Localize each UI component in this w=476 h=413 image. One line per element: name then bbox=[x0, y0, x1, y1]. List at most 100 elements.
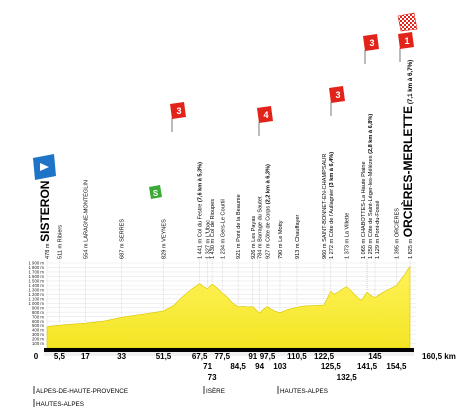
waypoint-label: 687 m SERRES bbox=[120, 219, 126, 259]
sprint-marker: S bbox=[149, 185, 162, 199]
y-tick-label: 1 000 m bbox=[28, 301, 44, 306]
sprint-flag bbox=[149, 185, 162, 199]
start-flag bbox=[33, 154, 56, 180]
waypoint-altitude: 790 m bbox=[278, 242, 284, 259]
waypoint-label: 927 m Côte de Corps (2,2 km à 6,3%) bbox=[266, 164, 272, 259]
waypoint-name: Gers-Le Courtil bbox=[220, 199, 226, 237]
km-label: 73 bbox=[208, 373, 217, 382]
y-tick-label: 1 600 m bbox=[28, 274, 44, 279]
region-label: HAUTES-ALPES bbox=[280, 388, 328, 395]
waypoint-altitude: 1 430 m bbox=[210, 237, 216, 259]
waypoint-name: Barrage du Sautet bbox=[258, 196, 264, 242]
start-arrow-icon bbox=[40, 163, 49, 171]
waypoint-name: LARAGNE-MONTÉGLIN bbox=[82, 180, 89, 242]
waypoint-name: Chauffayer bbox=[295, 214, 301, 241]
climb-category-marker: 3 bbox=[329, 86, 345, 116]
waypoint-name: Pont-du-Fossé bbox=[375, 201, 381, 238]
km-label: 51,5 bbox=[156, 352, 172, 361]
waypoint-name: Côte de Corps bbox=[266, 206, 272, 242]
waypoint-altitude: 927 m bbox=[266, 242, 272, 259]
y-tick-label: 1 200 m bbox=[28, 292, 44, 297]
y-tick-label: 200 m bbox=[32, 337, 44, 342]
y-axis-ticks: 1 900 m1 800 m1 700 m1 600 m1 500 m1 400… bbox=[28, 261, 44, 347]
y-tick-label: 1 700 m bbox=[28, 270, 44, 275]
waypoint-altitude: 1 395 m bbox=[394, 237, 400, 259]
waypoint-altitude: 1 234 m bbox=[220, 237, 226, 259]
waypoint-label: 960 m SAINT-BONNET-EN-CHAMPSAUR bbox=[322, 154, 328, 259]
climb-category-marker: 3 bbox=[363, 34, 379, 64]
waypoint-altitude: 829 m bbox=[161, 242, 167, 259]
marker-category: 4 bbox=[263, 110, 268, 120]
km-label: 71 bbox=[203, 362, 212, 371]
climb-category-marker: 4 bbox=[257, 106, 273, 136]
y-tick-label: 400 m bbox=[32, 328, 44, 333]
waypoint-altitude: 554 m bbox=[83, 242, 89, 259]
km-label: 145 bbox=[368, 352, 382, 361]
climb-category-marker: 1 bbox=[398, 32, 414, 62]
waypoint-name: Le Motty bbox=[278, 220, 284, 242]
y-tick-label: 500 m bbox=[32, 323, 44, 328]
y-tick-label: 100 m bbox=[32, 341, 44, 346]
marker-flag bbox=[363, 34, 379, 51]
waypoint-name: SAINT-BONNET-EN-CHAMPSAUR bbox=[322, 154, 328, 242]
marker-category: 3 bbox=[369, 38, 374, 48]
km-axis: 0 5,5 17 33 51,5 67,5 77,5 91 97,5 110,5 122,5 145 1… bbox=[34, 352, 456, 382]
km-label: 33 bbox=[117, 352, 126, 361]
waypoint-name: La Villette bbox=[345, 213, 351, 237]
waypoint-label: 921 m Pont de la Beaume bbox=[236, 194, 242, 259]
km-label: 0 bbox=[34, 352, 39, 361]
km-label: 122,5 bbox=[314, 352, 335, 361]
km-label: 77,5 bbox=[214, 352, 230, 361]
waypoint-label: 1 129 m Pont-du-Fossé bbox=[375, 201, 381, 259]
waypoint-label: 1 065 m CHABOTTES-La Haute Plaine bbox=[361, 161, 367, 259]
climb-markers: 3 4 3 3 1 S bbox=[33, 12, 418, 199]
waypoint-label: 913 m Chauffayer bbox=[295, 214, 301, 259]
y-tick-label: 1 800 m bbox=[28, 265, 44, 270]
y-tick-label: 600 m bbox=[32, 319, 44, 324]
waypoint-altitude: 1 250 m bbox=[368, 237, 374, 259]
km-label: 67,5 bbox=[192, 352, 208, 361]
profile-area bbox=[46, 265, 411, 349]
region-label: ISÈRE bbox=[206, 386, 225, 395]
waypoint-climb-detail: (3 km à 6,4%) bbox=[329, 152, 335, 189]
waypoint-name: Côte de l'Aullagnier bbox=[329, 189, 335, 237]
climb-category-marker: 3 bbox=[170, 102, 186, 132]
waypoint-altitude: 960 m bbox=[322, 242, 328, 259]
waypoint-climb-detail: (2,8 km à 6,8%) bbox=[368, 114, 374, 156]
waypoint-altitude: 1 065 m bbox=[361, 237, 367, 259]
km-label: 132,5 bbox=[337, 373, 358, 382]
waypoint-name: Col de Rioupes bbox=[210, 199, 216, 237]
waypoint-label: 1 327 m L'Ubac bbox=[206, 220, 212, 259]
waypoint-label: 1 441 m Col du Festre (7,6 km à 5,3%) bbox=[198, 162, 204, 259]
km-label: 103 bbox=[273, 362, 287, 371]
waypoint-altitude: 784 m bbox=[258, 242, 264, 259]
waypoint-label: 511 m Ribiers bbox=[57, 225, 63, 259]
waypoint-label: 829 m VEYNES bbox=[161, 219, 167, 259]
waypoint-label: 478 m SISTERON bbox=[38, 181, 52, 259]
waypoint-climb-detail: (2,2 km à 6,3%) bbox=[266, 164, 272, 206]
waypoint-label: 554 m LARAGNE-MONTÉGLIN bbox=[82, 180, 89, 259]
y-tick-label: 1 900 m bbox=[28, 261, 44, 266]
waypoint-name: L'Ubac bbox=[206, 220, 212, 237]
km-label: 110,5 bbox=[287, 352, 307, 361]
waypoint-label: 1 395 m ORCIÈRES bbox=[393, 208, 400, 259]
waypoint-label: 1 234 m Gers-Le Courtil bbox=[220, 199, 226, 259]
marker-flag bbox=[257, 106, 273, 123]
y-tick-label: 1 100 m bbox=[28, 296, 44, 301]
waypoint-altitude: 913 m bbox=[295, 242, 301, 259]
waypoint-altitude: 1 441 m bbox=[198, 237, 204, 259]
region-label: ALPES-DE-HAUTE-PROVENCE bbox=[36, 388, 128, 395]
marker-flag bbox=[329, 86, 345, 103]
y-tick-label: 700 m bbox=[32, 314, 44, 319]
km-label: 84,5 bbox=[230, 362, 246, 371]
baseline-bar bbox=[44, 348, 414, 352]
waypoint-name: CHABOTTES-La Haute Plaine bbox=[361, 161, 367, 237]
km-label: 5,5 bbox=[54, 352, 66, 361]
waypoint-name: Côte de Saint-Léger-les-Mélèzes bbox=[368, 155, 374, 237]
waypoint-label: 1 272 m Côte de l'Aullagnier (3 km à 6,4… bbox=[329, 152, 335, 259]
waypoint-altitude: 1 129 m bbox=[375, 237, 381, 259]
waypoint-label: 790 m Le Motty bbox=[278, 220, 284, 259]
km-label: 97,5 bbox=[260, 352, 276, 361]
region-label: HAUTES-ALPES bbox=[36, 401, 84, 408]
waypoint-name: Les Payas bbox=[251, 216, 257, 242]
